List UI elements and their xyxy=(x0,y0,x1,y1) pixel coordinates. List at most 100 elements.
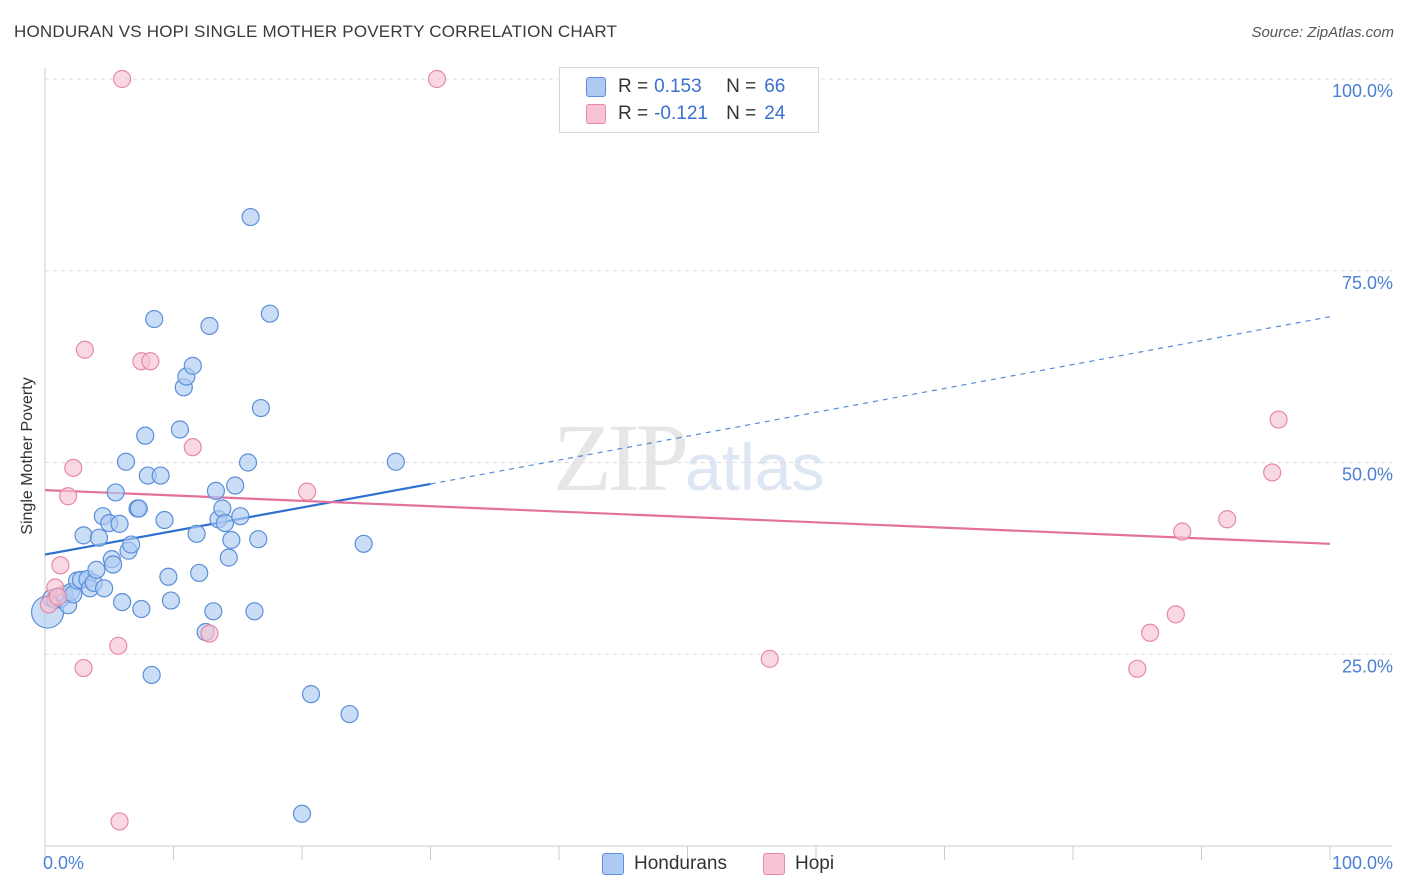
r-value: 0.153 xyxy=(654,76,702,97)
hopi-legend-label: Hopi xyxy=(795,853,835,874)
n-label: N = xyxy=(726,103,757,124)
honduran-point xyxy=(106,483,125,502)
hopi-point xyxy=(1128,659,1147,678)
bottom-legend-hondurans: Hondurans xyxy=(602,851,727,877)
honduran-point xyxy=(260,304,279,323)
honduran-point xyxy=(151,466,170,485)
watermark-zip: ZIP xyxy=(553,404,689,511)
honduran-point xyxy=(249,530,268,549)
hopi-trendline xyxy=(44,489,1331,545)
hopi-point xyxy=(200,624,219,643)
hopi-point xyxy=(59,487,78,506)
honduran-point xyxy=(170,420,190,439)
hopi-point xyxy=(1263,463,1282,482)
honduran-point xyxy=(161,591,181,610)
grid-layer xyxy=(45,78,1392,655)
hopi-point xyxy=(1166,605,1185,624)
honduran-point xyxy=(251,398,270,418)
watermark-atlas: atlas xyxy=(685,430,825,504)
y-tick-label: 75.0% xyxy=(1342,273,1393,293)
honduran-point xyxy=(190,563,209,583)
honduran-point xyxy=(116,452,136,471)
y-tick-label: 100.0% xyxy=(1332,81,1393,101)
hopi-point xyxy=(427,69,447,89)
hopi-point xyxy=(298,482,317,501)
honduran-point xyxy=(89,528,109,547)
honduran-point xyxy=(215,513,234,533)
point-layer xyxy=(30,69,1288,831)
honduran-point xyxy=(340,704,359,724)
hopi-point xyxy=(110,812,129,831)
legend-row-hondurans: R = 0.153 N = 66 xyxy=(586,75,785,99)
honduran-point xyxy=(183,356,202,375)
honduran-point xyxy=(231,507,250,526)
correlation-legend: R = 0.153 N = 66 R = -0.121 N = 24 xyxy=(559,67,819,133)
honduran-point xyxy=(145,309,164,329)
honduran-point xyxy=(354,534,373,553)
honduran-point xyxy=(187,524,206,543)
honduran-point xyxy=(226,476,245,495)
r-label: R = xyxy=(618,76,649,97)
hopi-point xyxy=(1173,522,1192,541)
x-tick-label: 100.0% xyxy=(1332,853,1393,873)
hopi-point xyxy=(64,458,83,477)
n-value: 24 xyxy=(764,103,786,124)
y-tick-label: 25.0% xyxy=(1342,656,1393,676)
hondurans-legend-label: Hondurans xyxy=(634,853,727,874)
hopi-swatch xyxy=(586,104,606,124)
y-tick-label: 50.0% xyxy=(1342,465,1393,485)
honduran-point xyxy=(87,560,106,579)
honduran-point xyxy=(200,316,219,336)
watermark: ZIPatlas xyxy=(553,402,824,513)
hopi-point xyxy=(74,658,93,678)
honduran-point xyxy=(142,665,161,685)
hopi-point xyxy=(183,438,202,457)
honduran-point xyxy=(206,481,226,500)
honduran-point xyxy=(155,510,174,530)
hondurans-trendline-extension xyxy=(430,316,1331,485)
r-value: -0.121 xyxy=(654,103,708,124)
x-tick-label: 0.0% xyxy=(43,853,84,873)
honduran-point xyxy=(241,207,260,227)
tick-label-layer: 25.0% 50.0% 75.0% 100.0% 0.0% 100.0% xyxy=(43,81,1393,873)
hopi-point xyxy=(48,587,67,606)
bottom-legend-hopi: Hopi xyxy=(763,851,834,877)
honduran-point xyxy=(238,453,258,472)
honduran-point xyxy=(104,555,123,574)
honduran-point xyxy=(386,452,405,471)
hopi-point xyxy=(51,556,70,575)
hopi-point xyxy=(1140,623,1160,642)
honduran-point xyxy=(112,592,132,612)
honduran-point xyxy=(219,548,238,567)
chart-title: HONDURAN VS HOPI SINGLE MOTHER POVERTY C… xyxy=(14,22,618,41)
n-value: 66 xyxy=(764,76,786,97)
hopi-point xyxy=(1218,510,1237,529)
hopi-point xyxy=(112,69,132,89)
hopi-legend-swatch xyxy=(763,853,785,875)
hopi-point xyxy=(760,649,779,668)
hopi-point xyxy=(1269,410,1288,429)
n-label: N = xyxy=(726,76,757,97)
hopi-point xyxy=(109,636,128,655)
honduran-point xyxy=(301,685,321,704)
honduran-point xyxy=(132,599,151,619)
hopi-point xyxy=(141,352,160,371)
honduran-point xyxy=(159,567,178,586)
honduran-point xyxy=(129,499,148,518)
hondurans-swatch xyxy=(586,77,606,97)
honduran-point xyxy=(110,514,129,533)
honduran-point xyxy=(74,526,93,545)
honduran-point xyxy=(95,579,114,598)
axis-layer xyxy=(44,68,1392,860)
source-label: Source: ZipAtlas.com xyxy=(1251,24,1394,41)
legend-row-hopi: R = -0.121 N = 24 xyxy=(586,102,785,126)
honduran-point xyxy=(292,804,312,823)
hondurans-legend-swatch xyxy=(602,853,624,875)
honduran-point xyxy=(136,426,155,445)
honduran-point xyxy=(222,530,241,550)
honduran-point xyxy=(204,602,223,621)
honduran-point xyxy=(245,602,264,621)
hopi-point xyxy=(75,340,94,359)
r-label: R = xyxy=(618,103,649,124)
